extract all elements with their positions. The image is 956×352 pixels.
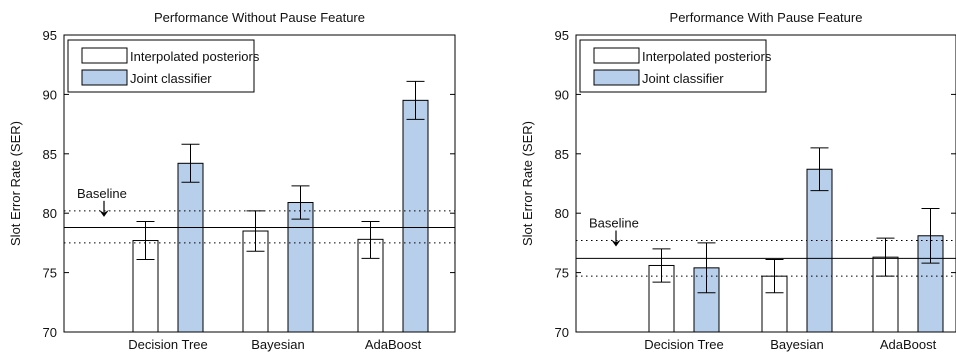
x-tick-label: AdaBoost	[880, 337, 937, 352]
legend-label-1: Interpolated posteriors	[130, 49, 260, 64]
y-tick-label: 90	[555, 87, 569, 102]
bar-joint-3	[402, 99, 429, 333]
y-tick-label: 70	[555, 325, 569, 340]
y-axis-label: Slot Error Rate (SER)	[520, 121, 535, 246]
chart-title: Performance Without Pause Feature	[154, 10, 365, 25]
baseline-arrow-head	[611, 239, 621, 247]
legend-swatch-2	[593, 69, 640, 86]
y-axis-label: Slot Error Rate (SER)	[8, 121, 23, 246]
x-tick-label: AdaBoost	[365, 337, 422, 352]
y-tick-label: 70	[43, 325, 57, 340]
legend-label-2: Joint classifier	[642, 71, 724, 86]
y-tick-label: 95	[555, 28, 569, 43]
y-tick-label: 75	[43, 266, 57, 281]
x-tick-label: Decision Tree	[644, 337, 723, 352]
x-tick-label: Decision Tree	[128, 337, 207, 352]
legend-label-1: Interpolated posteriors	[642, 49, 772, 64]
x-tick-label: Bayesian	[770, 337, 823, 352]
y-tick-label: 85	[43, 147, 57, 162]
y-tick-label: 90	[43, 87, 57, 102]
y-tick-label: 75	[555, 266, 569, 281]
y-tick-label: 95	[43, 28, 57, 43]
bar-joint-1	[177, 162, 204, 333]
chart-panel-2: Performance With Pause Feature Slot Error…	[520, 10, 956, 352]
y-tick-label: 85	[555, 147, 569, 162]
bar-joint-2	[806, 168, 833, 333]
chart-title: Performance With Pause Feature	[670, 10, 863, 25]
x-tick-label: Bayesian	[251, 337, 304, 352]
legend-swatch-1	[81, 47, 128, 64]
legend-swatch-2	[81, 69, 128, 86]
y-tick-label: 80	[43, 206, 57, 221]
chart-panel-1: Performance Without Pause Feature Slot Er…	[8, 10, 456, 352]
baseline-annotation: Baseline	[589, 216, 639, 231]
y-tick-label: 80	[555, 206, 569, 221]
legend-label-2: Joint classifier	[130, 71, 212, 86]
legend-swatch-1	[593, 47, 640, 64]
baseline-annotation: Baseline	[77, 186, 127, 201]
bar-joint-2	[287, 202, 314, 333]
baseline-arrow-head	[99, 209, 109, 217]
